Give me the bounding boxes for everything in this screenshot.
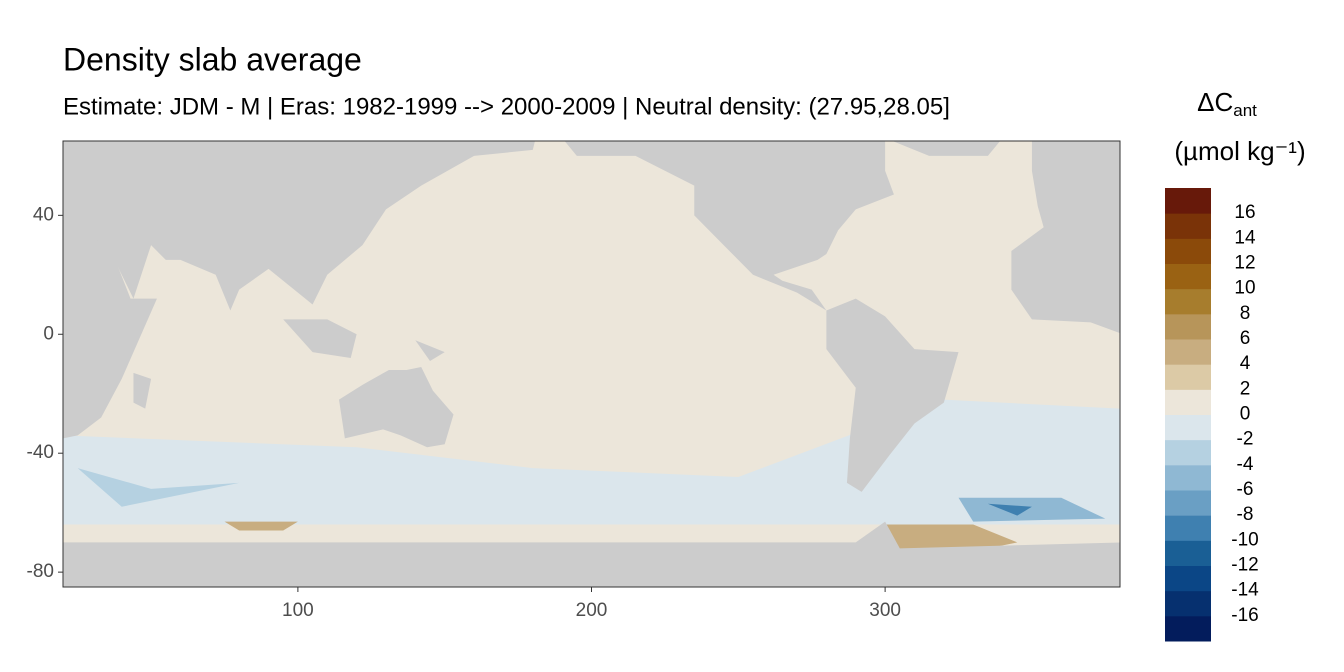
y-tick-label: 40	[33, 204, 54, 225]
land	[1011, 141, 1120, 334]
legend-label: -14	[1231, 580, 1259, 601]
y-tick-label: -40	[27, 442, 54, 463]
legend-label: 16	[1234, 202, 1255, 223]
legend-swatch	[1165, 615, 1211, 642]
legend-swatch	[1165, 389, 1211, 415]
legend-label: 14	[1234, 227, 1256, 248]
land	[63, 521, 1120, 587]
chart-subtitle: Estimate: JDM - M | Eras: 1982-1999 --> …	[63, 93, 950, 120]
ocean-band	[63, 453, 1120, 531]
land	[63, 141, 535, 311]
legend-swatch	[1165, 288, 1211, 315]
legend-swatch	[1165, 188, 1211, 214]
legend-label: 4	[1240, 353, 1251, 374]
ocean-band	[224, 521, 298, 531]
legend-swatch	[1165, 213, 1211, 239]
legend-label: -16	[1231, 605, 1258, 626]
map	[63, 141, 1120, 587]
legend-title: ΔCant	[1197, 87, 1257, 121]
legend-swatch	[1165, 238, 1211, 264]
land	[283, 319, 357, 359]
legend-title-main: ΔC	[1197, 87, 1233, 117]
legend-label: 0	[1240, 404, 1251, 425]
legend-swatch	[1165, 515, 1211, 541]
legend-label: -4	[1237, 454, 1254, 475]
x-tick-label: 200	[576, 600, 608, 621]
land	[826, 298, 959, 492]
ocean-band	[987, 503, 1032, 516]
land	[564, 141, 894, 311]
legend-label: -2	[1237, 429, 1254, 450]
legend-swatch	[1165, 590, 1211, 617]
legend-label: 2	[1240, 378, 1251, 399]
legend-swatch	[1165, 313, 1211, 340]
legend-swatch	[1165, 364, 1211, 390]
legend-label: 12	[1234, 253, 1255, 274]
legend-swatch	[1165, 439, 1211, 466]
legend-swatch	[1165, 540, 1211, 566]
land	[338, 366, 454, 448]
legend-label: -12	[1231, 555, 1258, 576]
chart-title: Density slab average	[63, 41, 362, 77]
legend-swatch	[1165, 490, 1211, 516]
land	[133, 372, 152, 409]
legend-label: -10	[1231, 529, 1258, 550]
ocean-band	[77, 468, 240, 507]
legend-swatch	[1165, 464, 1211, 491]
x-tick-label: 300	[869, 600, 901, 621]
legend-label: 8	[1240, 303, 1251, 324]
legend-label: 10	[1234, 278, 1255, 299]
legend-label: -6	[1237, 479, 1254, 500]
legend-swatch	[1165, 414, 1211, 441]
y-tick-label: -80	[27, 561, 54, 582]
legend-title-sub: ant	[1233, 101, 1257, 120]
land	[63, 224, 157, 439]
legend-swatch	[1165, 339, 1211, 365]
y-tick-label: 0	[43, 323, 54, 344]
legend-unit: (µmol kg⁻¹)	[1174, 136, 1305, 166]
legend-label: -8	[1237, 504, 1254, 525]
land	[415, 340, 445, 362]
x-tick-label: 100	[282, 600, 314, 621]
legend-swatch	[1165, 263, 1211, 290]
legend-swatch	[1165, 565, 1211, 592]
ocean-band	[958, 497, 1106, 522]
land	[892, 141, 1001, 156]
legend-label: 6	[1240, 328, 1251, 349]
